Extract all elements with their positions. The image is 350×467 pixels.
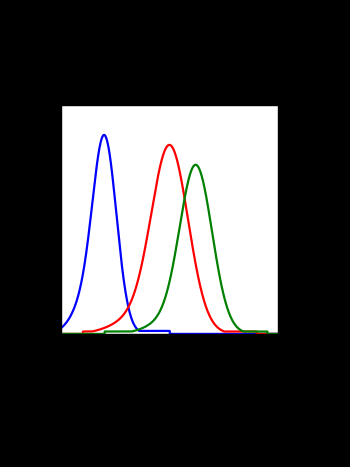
Y-axis label: Events: Events: [38, 199, 51, 240]
X-axis label: Phospho-MEK1/2 (S217/221) APC: Phospho-MEK1/2 (S217/221) APC: [72, 344, 267, 357]
